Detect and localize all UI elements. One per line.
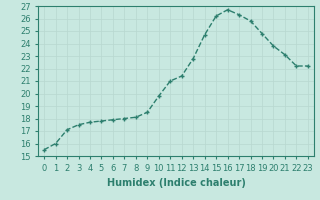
X-axis label: Humidex (Indice chaleur): Humidex (Indice chaleur) (107, 178, 245, 188)
